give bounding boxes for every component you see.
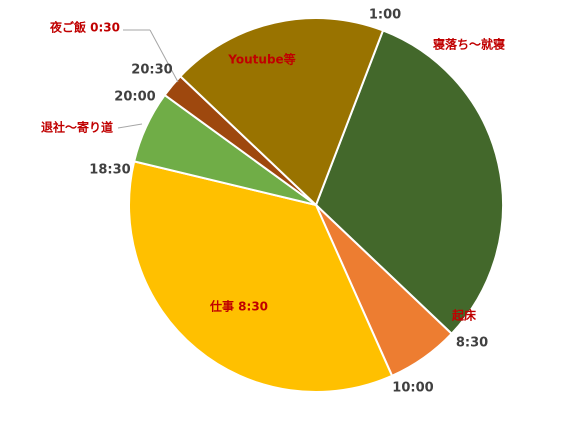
slice-label: 夜ご飯 0:30 (49, 20, 120, 35)
slice-label: 仕事 8:30 (209, 299, 268, 314)
pie-slice (178, 17, 385, 207)
pie-slice (314, 29, 504, 336)
time-label: 10:00 (392, 381, 433, 396)
pie (128, 17, 504, 393)
slice-label: Youtube等 (227, 52, 295, 67)
time-label: 20:30 (131, 63, 172, 78)
time-label: 8:30 (456, 336, 488, 351)
time-label: 20:00 (114, 90, 155, 105)
slice-label: 起床 (451, 308, 477, 323)
slice-label: 寝落ち～就寝 (433, 37, 505, 52)
pie-slice (128, 160, 394, 393)
time-label: 1:00 (369, 8, 401, 23)
time-label: 18:30 (89, 163, 130, 178)
leader-line (117, 123, 143, 129)
slice-label: 退社～寄り道 (41, 120, 113, 135)
leader-line (149, 29, 179, 83)
